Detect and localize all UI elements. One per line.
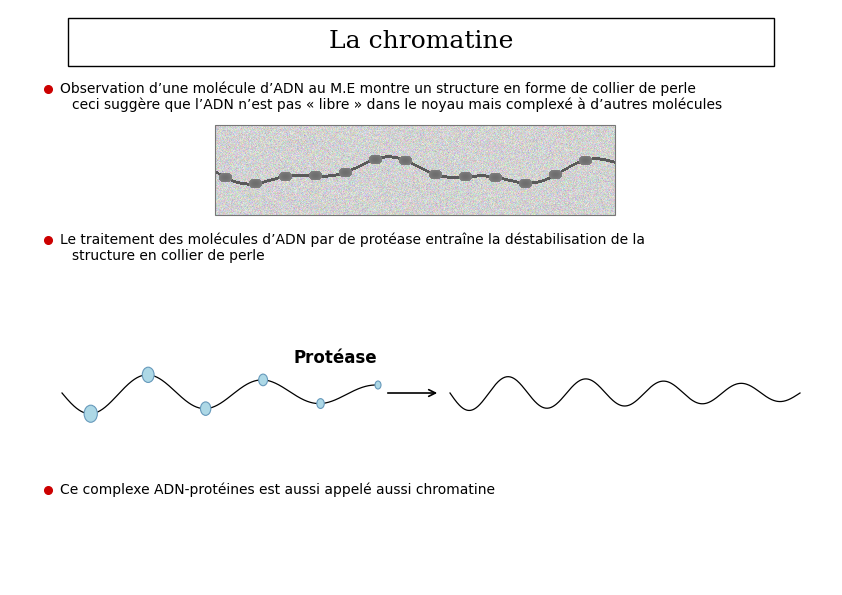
- Bar: [68, 18, 774, 66]
- Text: structure en collier de perle: structure en collier de perle: [72, 249, 264, 263]
- Text: ceci suggère que l’ADN n’est pas « libre » dans le noyau mais complexé à d’autre: ceci suggère que l’ADN n’est pas « libre…: [72, 98, 722, 112]
- Text: Protéase: Protéase: [293, 349, 377, 367]
- Bar: [215, 125, 615, 215]
- Ellipse shape: [258, 374, 268, 386]
- Text: Le traitement des molécules d’ADN par de protéase entraîne la déstabilisation de: Le traitement des molécules d’ADN par de…: [60, 233, 645, 248]
- Ellipse shape: [317, 399, 324, 408]
- Text: La chromatine: La chromatine: [329, 30, 513, 54]
- Ellipse shape: [375, 381, 381, 389]
- Ellipse shape: [200, 402, 210, 415]
- Ellipse shape: [84, 405, 98, 422]
- Ellipse shape: [142, 367, 154, 383]
- Text: Ce complexe ADN-protéines est aussi appelé aussi chromatine: Ce complexe ADN-protéines est aussi appe…: [60, 483, 495, 497]
- Text: Observation d’une molécule d’ADN au M.E montre un structure en forme de collier : Observation d’une molécule d’ADN au M.E …: [60, 82, 695, 96]
